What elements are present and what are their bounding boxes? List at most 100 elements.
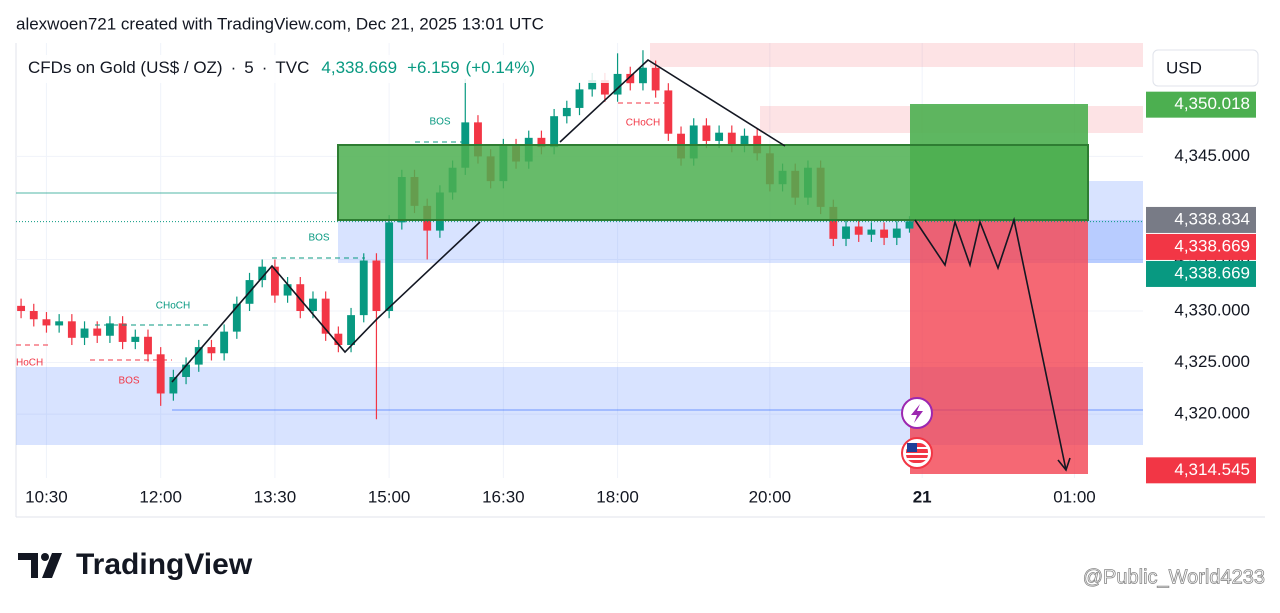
candle-body (474, 122, 482, 157)
watermark: @Public_World4233 (1083, 566, 1265, 588)
candle-body (600, 80, 609, 95)
candle-body (169, 376, 178, 394)
candle-body (270, 266, 279, 296)
brand: TradingView (76, 548, 253, 581)
flag-canton (907, 443, 917, 452)
candle-body (42, 319, 51, 326)
projection (914, 216, 1067, 471)
candle-body (258, 266, 267, 281)
candle-body (537, 137, 546, 148)
candle-body (207, 347, 216, 354)
axes: 4,345.0004,335.0004,330.0004,325.0004,32… (25, 91, 1256, 506)
annotation: BOS (308, 233, 329, 244)
x-tick-label: 20:00 (749, 487, 792, 506)
flag-stripe (906, 458, 928, 460)
annotation: CHoCH (156, 301, 190, 312)
lightning (911, 404, 923, 423)
candle-body (67, 321, 76, 338)
candle-body (892, 228, 901, 238)
candle-body (220, 331, 229, 354)
candle-body (334, 333, 343, 346)
legend-item: (+0.14%) (466, 58, 535, 77)
y-tick-label: 4,325.000 (1174, 352, 1250, 371)
candle-body (867, 229, 876, 235)
candle-body (29, 311, 38, 320)
x-tick-label: 13:30 (254, 487, 297, 506)
candle-body (550, 116, 559, 148)
annotation: BOS (429, 117, 450, 128)
us-flag (906, 443, 928, 463)
candle-body (321, 298, 330, 334)
structure (171, 58, 1071, 472)
legend: CFDs on Gold (US$ / OZ) · 5 · TVC 4,338.669 +6… (28, 58, 535, 77)
zigzag (171, 221, 481, 383)
candle-body (715, 132, 724, 141)
demand-zone (1088, 181, 1143, 263)
annotation: HoCH (16, 358, 43, 369)
candle-body (80, 328, 89, 338)
candle-body (182, 364, 190, 377)
legend-item: 5 (244, 58, 253, 77)
currency-button[interactable] (1152, 49, 1259, 87)
price-label: 4,338.834 (1174, 209, 1250, 228)
credit: alexwoen721 created with TradingView.com… (16, 14, 544, 33)
annotations: BOS BOS CHoCH CHoCH HoCH BOS (16, 117, 660, 387)
logo-mark (41, 553, 49, 561)
candle-body (727, 132, 736, 146)
price-label: 4,314.545 (1174, 460, 1250, 479)
candle-body (880, 229, 889, 238)
candle-body (372, 260, 381, 312)
stop-zone (910, 220, 1088, 474)
candle-body (17, 305, 26, 312)
candle-body (626, 73, 635, 84)
candle-body (562, 107, 571, 117)
x-tick-label: 16:30 (482, 487, 525, 506)
candle-body (689, 125, 698, 159)
order-block (337, 144, 1089, 221)
y-tick-label: 4,345.000 (1174, 146, 1250, 165)
candle-body (842, 226, 850, 239)
price-label-bg (1146, 206, 1256, 233)
candle-body (105, 323, 114, 336)
price-label-bg (1146, 260, 1256, 287)
candle-body (575, 89, 584, 108)
legend-item: TVC (275, 58, 309, 77)
annotation: BOS (118, 376, 139, 387)
candle-body (359, 260, 368, 316)
x-tick-label: 01:00 (1053, 487, 1096, 506)
x-tick-label: 12:00 (139, 487, 182, 506)
price-label: 4,338.669 (1174, 236, 1250, 255)
x-tick-label: 10:30 (25, 487, 68, 506)
structure-levels (16, 102, 668, 361)
legend-item: 4,338.669 (321, 58, 397, 77)
candle-body (664, 90, 673, 134)
y-tick-label: 4,320.000 (1174, 404, 1250, 423)
zigzag (559, 58, 786, 147)
separator: · (231, 58, 237, 77)
price-label-bg (1146, 457, 1256, 484)
x-tick-label: 21 (913, 487, 932, 506)
x-tick-label: 15:00 (368, 487, 411, 506)
candle-body (131, 336, 140, 342)
candle-body (118, 323, 127, 342)
candle-body (905, 221, 914, 229)
candle-body (55, 321, 64, 326)
candle-body (588, 80, 597, 90)
price-label: 4,338.669 (1174, 263, 1250, 282)
logo-mark (18, 553, 38, 578)
candle-body (385, 222, 394, 312)
logo-mark (42, 553, 62, 578)
legend-item: CFDs on Gold (US$ / OZ) (28, 58, 223, 77)
candle-body (702, 125, 711, 141)
logo (18, 553, 62, 578)
candle-body (93, 328, 102, 336)
flag-stripe (906, 453, 928, 455)
legend-item: +6.159 (407, 58, 459, 77)
candle-body (829, 206, 838, 239)
price-label-bg (1146, 233, 1256, 260)
candle-body (283, 284, 292, 296)
legend-bg (22, 55, 612, 83)
x-tick-label: 18:00 (596, 487, 639, 506)
candle-body (232, 303, 241, 332)
